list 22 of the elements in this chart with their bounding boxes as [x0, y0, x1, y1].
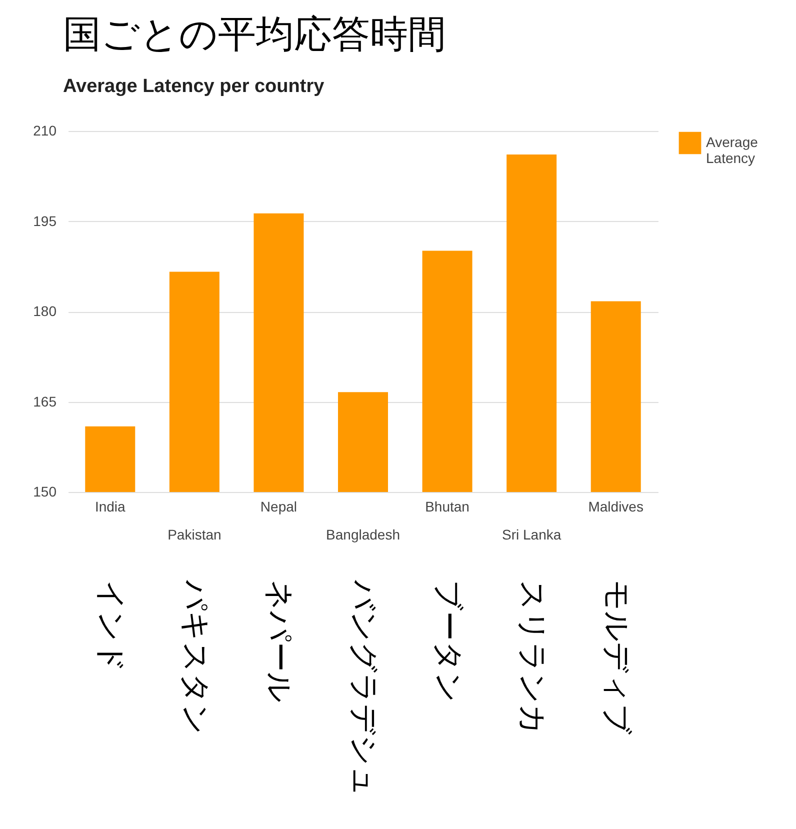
text: ブータン	[430, 580, 466, 703]
text: スリランカ	[514, 580, 550, 735]
y-tick-label: 195	[33, 212, 57, 229]
x-tick-label: Maldives	[588, 498, 644, 514]
y-tick-label: 180	[33, 303, 57, 319]
chart-subtitle: Average Latency per country	[63, 76, 325, 97]
text: ネパール	[262, 580, 297, 703]
text: モルディブ	[598, 580, 634, 735]
y-tick-label: 210	[33, 122, 57, 138]
chart-title: 国ごとの平均応答時間	[63, 12, 446, 56]
x-tick-label: Bangladesh	[326, 526, 400, 542]
text: バングラデシュ	[346, 579, 381, 797]
x-tick-label: India	[94, 498, 126, 514]
y-tick-label: 150	[33, 484, 57, 500]
y-tick-label: 165	[33, 393, 57, 410]
legend-label: Average Latency	[706, 134, 758, 166]
x-tick-label: Nepal	[260, 498, 298, 514]
text: インド	[93, 580, 128, 673]
text: パキスタン	[177, 579, 212, 735]
x-tick-label: Sri Lanka	[502, 526, 562, 542]
x-tick-label: Bhutan	[425, 498, 470, 514]
x-tick-label: Pakistan	[168, 526, 222, 542]
